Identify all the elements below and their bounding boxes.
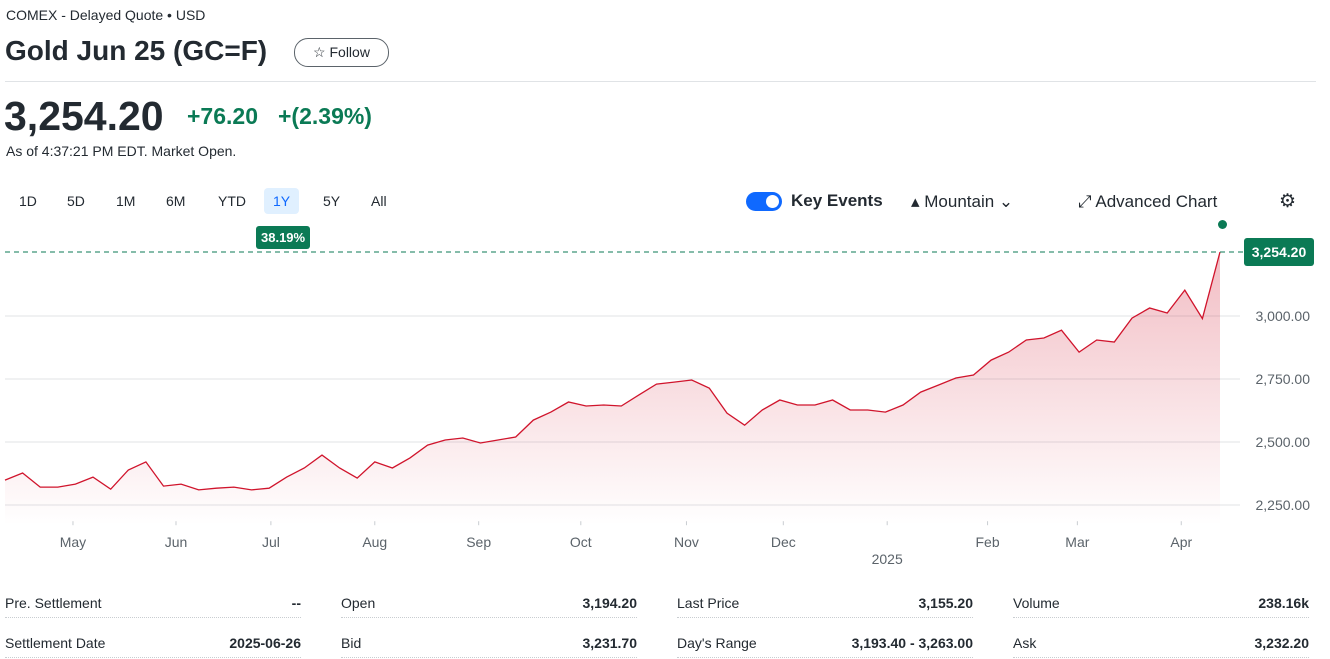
chart: 2,250.00 2,500.00 2,750.00 3,000.00 May Jun Ju… xyxy=(4,237,1314,567)
stat-label: Ask xyxy=(1013,635,1037,651)
stat-label: Day's Range xyxy=(677,635,757,651)
x-tick-label: Jul xyxy=(262,534,280,550)
stat-label: Settlement Date xyxy=(5,635,106,651)
range-tab[interactable]: All xyxy=(371,193,387,209)
area-fill xyxy=(5,252,1220,526)
stat-label: Pre. Settlement xyxy=(5,595,102,611)
stat-row: Ask 3,232.20 xyxy=(1013,635,1309,658)
stat-row: Volume 238.16k xyxy=(1013,595,1309,618)
as-of: As of 4:37:21 PM EDT. Market Open. xyxy=(6,143,237,159)
x-tick-label: Dec xyxy=(771,534,796,550)
range-tab[interactable]: YTD xyxy=(218,193,246,209)
x-tick-label: May xyxy=(60,534,86,550)
stat-row: Last Price 3,155.20 xyxy=(677,595,973,618)
y-tick-label: 3,000.00 xyxy=(1256,308,1311,324)
stat-value: 238.16k xyxy=(1258,595,1309,611)
stat-label: Open xyxy=(341,595,376,611)
range-tab[interactable]: 1D xyxy=(19,193,37,209)
range-tab[interactable]: 5Y xyxy=(323,193,341,209)
range-tab[interactable]: 1M xyxy=(116,193,136,209)
key-events: Key Events xyxy=(791,191,883,210)
x-tick-label: Oct xyxy=(570,534,592,550)
x-tick-label: Jun xyxy=(165,534,188,550)
range-tab[interactable]: 5D xyxy=(67,193,85,209)
last-price-badge xyxy=(1244,237,1314,266)
x-tick-label: Aug xyxy=(362,534,387,550)
stat-label: Volume xyxy=(1013,595,1060,611)
y-tick-label: 2,500.00 xyxy=(1256,434,1311,450)
stat-row: Open 3,194.20 xyxy=(341,595,637,618)
stat-value: 3,232.20 xyxy=(1254,635,1310,651)
follow-label: Follow xyxy=(329,44,370,60)
stat-label: Last Price xyxy=(677,595,740,611)
stat-value: 3,155.20 xyxy=(918,595,974,611)
stat-label: Bid xyxy=(341,635,362,651)
title: Gold Jun 25 (GC=F) xyxy=(5,35,268,66)
price: 3,254.20 xyxy=(4,93,164,139)
follow-button[interactable]: ☆ Follow xyxy=(294,38,389,67)
advanced-chart[interactable]: ⤢ Advanced Chart xyxy=(1078,192,1218,211)
stat-row: Day's Range 3,193.40 - 3,263.00 xyxy=(677,635,973,658)
stat-row: Settlement Date 2025-06-26 xyxy=(5,635,301,658)
exchange: COMEX - Delayed Quote • USD xyxy=(6,7,206,23)
chart-style-label: Mountain xyxy=(924,192,995,211)
y-tick-label: 2,750.00 xyxy=(1256,371,1311,387)
chart-style[interactable]: ▴ Mountain ⌄ xyxy=(911,192,1014,211)
range-tab[interactable]: 6M xyxy=(166,193,186,209)
period-change: 38.19% xyxy=(256,226,311,249)
last-price-label: 3,254.20 xyxy=(1252,244,1307,260)
stat-row: Bid 3,231.70 xyxy=(341,635,637,658)
price-line xyxy=(4,251,1221,491)
advanced-label: Advanced Chart xyxy=(1095,192,1218,211)
divider xyxy=(5,81,1316,82)
stat-value: -- xyxy=(291,595,301,611)
toggle[interactable] xyxy=(746,192,782,211)
stat-row: Pre. Settlement -- xyxy=(5,595,301,618)
x-tick-label: Sep xyxy=(466,534,491,550)
stat-value: 2025-06-26 xyxy=(229,635,301,651)
change-pct: +(2.39%) xyxy=(278,103,372,129)
y-tick-label: 2,250.00 xyxy=(1256,497,1311,513)
x-tick-label: Apr xyxy=(1170,534,1192,550)
live-dot xyxy=(1218,220,1227,229)
x-tick-label: 2025 xyxy=(872,551,903,567)
stat-value: 3,193.40 - 3,263.00 xyxy=(851,635,973,651)
x-tick-label: Feb xyxy=(976,534,1000,550)
settings[interactable]: ⚙ xyxy=(1279,191,1297,212)
stat-value: 3,231.70 xyxy=(582,635,638,651)
x-tick-label: Mar xyxy=(1065,534,1089,550)
range-tab[interactable]: 1Y xyxy=(264,188,300,214)
change: +76.20 xyxy=(187,103,258,129)
x-tick-label: Nov xyxy=(674,534,699,550)
stat-value: 3,194.20 xyxy=(582,595,638,611)
